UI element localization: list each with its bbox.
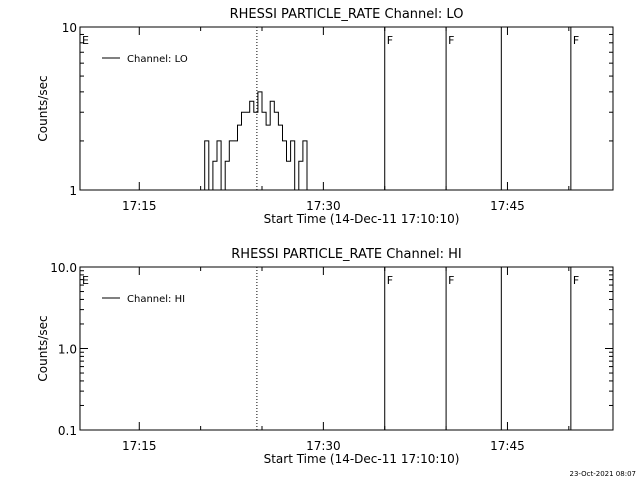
- y-tick-label: 1.0: [58, 343, 77, 357]
- legend-label: Channel: LO: [127, 54, 188, 65]
- event-marker-label: E: [82, 34, 89, 47]
- y-axis-label: Counts/sec: [36, 315, 50, 381]
- y-tick-label: 10.0: [50, 261, 77, 275]
- y-tick-label: 0.1: [58, 424, 77, 438]
- x-tick-label: 17:45: [490, 199, 525, 213]
- legend-label: Channel: HI: [127, 294, 185, 305]
- plot-frame: [79, 266, 614, 431]
- x-tick-label: 17:45: [490, 439, 525, 453]
- x-tick-label: 17:15: [122, 439, 157, 453]
- lo-channel-panel: RHESSI PARTICLE_RATE Channel: LO 1 10 Count…: [36, 7, 614, 226]
- event-marker-label: F: [387, 274, 393, 287]
- event-marker-label: F: [448, 274, 454, 287]
- chart-title: RHESSI PARTICLE_RATE Channel: LO: [230, 7, 464, 22]
- x-tick-label: 17:15: [122, 199, 157, 213]
- x-tick-label: 17:30: [306, 199, 341, 213]
- hi-channel-panel: RHESSI PARTICLE_RATE Channel: HI 0.1 1.0 10…: [36, 247, 614, 466]
- plot-frame: [79, 26, 614, 191]
- y-tick-label: 10: [62, 21, 77, 35]
- event-marker-label: F: [573, 34, 579, 47]
- y-axis-label: Counts/sec: [36, 75, 50, 141]
- event-marker-label: F: [448, 34, 454, 47]
- x-axis-label: Start Time (14-Dec-11 17:10:10): [264, 212, 460, 226]
- footer-timestamp: 23-Oct-2021 08:07: [570, 470, 636, 478]
- event-marker-label: E: [82, 274, 89, 287]
- x-axis-label: Start Time (14-Dec-11 17:10:10): [264, 452, 460, 466]
- series-line: [200, 91, 312, 191]
- y-tick-label: 1: [69, 184, 77, 198]
- chart-title: RHESSI PARTICLE_RATE Channel: HI: [231, 247, 461, 262]
- event-marker-label: F: [573, 274, 579, 287]
- x-tick-label: 17:30: [306, 439, 341, 453]
- event-marker-label: F: [387, 34, 393, 47]
